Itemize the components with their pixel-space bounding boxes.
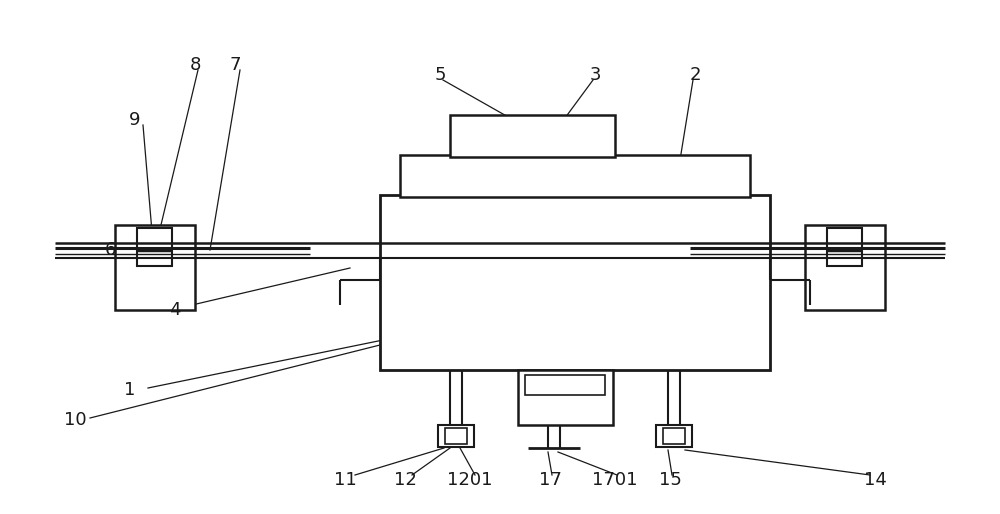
Text: 4: 4 (169, 301, 181, 319)
Text: 1: 1 (124, 381, 136, 399)
Text: 12: 12 (394, 471, 416, 489)
Text: 3: 3 (589, 66, 601, 84)
Bar (656, 425, 692, 447)
Text: 1201: 1201 (447, 471, 493, 489)
Text: 17: 17 (539, 471, 561, 489)
Text: 5: 5 (434, 66, 446, 84)
Bar (445, 428, 467, 444)
Bar (805, 225, 885, 310)
Text: 8: 8 (189, 56, 201, 74)
Text: 1701: 1701 (592, 471, 638, 489)
Bar (525, 375, 605, 395)
Bar (400, 155, 750, 197)
Text: 15: 15 (659, 471, 681, 489)
Text: 11: 11 (334, 471, 356, 489)
Text: 2: 2 (689, 66, 701, 84)
Bar (380, 195, 770, 370)
Bar (115, 225, 195, 310)
Text: 6: 6 (104, 241, 116, 259)
Text: 7: 7 (229, 56, 241, 74)
Text: 10: 10 (64, 411, 86, 429)
Bar (438, 425, 474, 447)
Bar (518, 370, 613, 425)
Text: 9: 9 (129, 111, 141, 129)
Bar (450, 115, 615, 157)
Text: 14: 14 (864, 471, 886, 489)
Bar (827, 228, 862, 266)
Bar (663, 428, 685, 444)
Bar (137, 228, 172, 266)
